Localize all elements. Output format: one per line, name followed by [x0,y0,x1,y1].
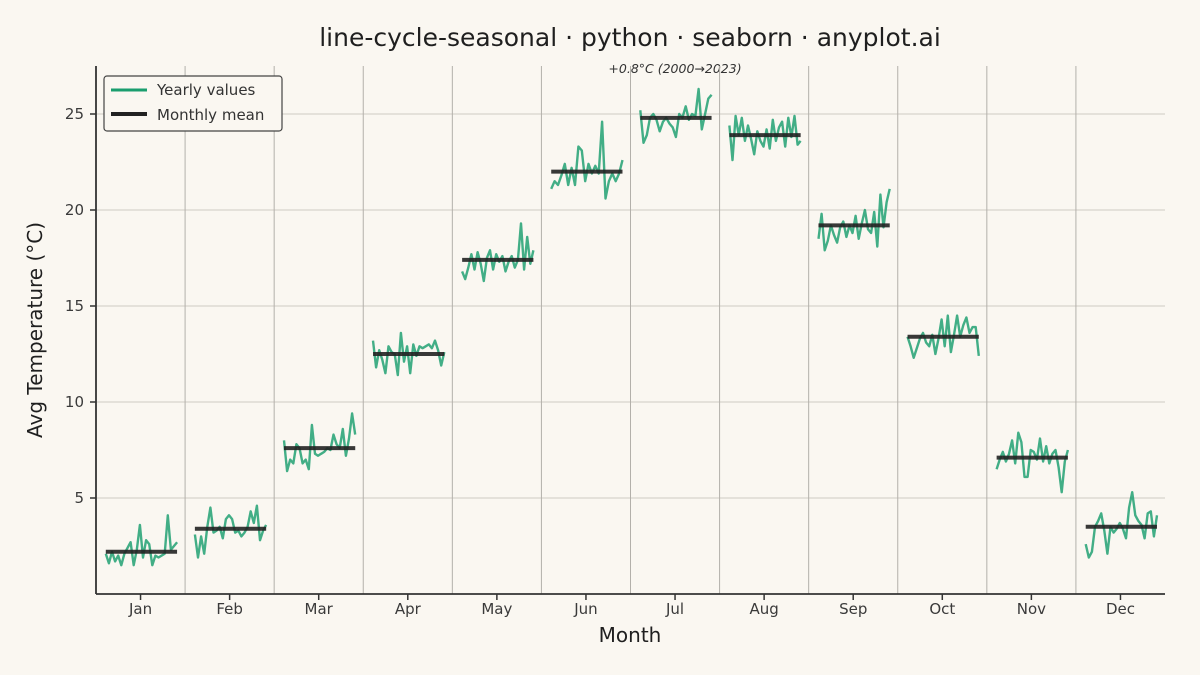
legend-box [103,75,283,132]
chart-title: line-cycle-seasonal · python · seaborn ·… [319,23,941,52]
series-layer [104,87,1159,567]
y-tick-label: 25 [65,105,84,123]
x-tick-label: Jan [128,600,152,618]
x-tick-label: Feb [216,600,243,618]
tick-layer: 5 10 15 20 25 Jan Feb Mar Apr May Jun Jul Aug Sep Oct N… [65,105,1135,618]
y-tick-label: 15 [65,297,84,315]
y-tick-label: 10 [65,393,84,411]
legend-mean-label: Monthly mean [157,106,264,124]
legend: Yearly values Monthly mean [103,75,283,132]
x-tick-label: Dec [1106,600,1135,618]
grid-layer [96,66,1165,594]
legend-yearly-label: Yearly values [156,81,256,99]
yearly-line-feb [193,504,268,559]
x-tick-label: Jul [665,600,684,618]
x-tick-label: Mar [305,600,334,618]
y-tick-label: 20 [65,201,84,219]
y-tick-label: 5 [74,489,84,507]
yearly-line-jan [104,514,179,567]
yearly-line-apr [371,331,446,377]
y-axis-label: Avg Temperature (°C) [23,222,47,438]
yearly-line-jul [639,87,713,145]
x-tick-label: Oct [929,600,955,618]
x-tick-label: Jun [573,600,597,618]
yearly-line-nov [995,431,1070,494]
x-tick-label: May [481,600,512,618]
axes-layer [95,66,1165,595]
x-tick-label: Nov [1017,600,1046,618]
x-tick-label: Aug [749,600,778,618]
trend-annotation: +0.8°C (2000→2023) [608,61,741,76]
x-axis-label: Month [599,623,662,647]
x-tick-label: Apr [395,600,422,618]
yearly-line-aug [728,114,802,162]
x-tick-label: Sep [839,600,867,618]
yearly-line-oct [906,314,980,359]
